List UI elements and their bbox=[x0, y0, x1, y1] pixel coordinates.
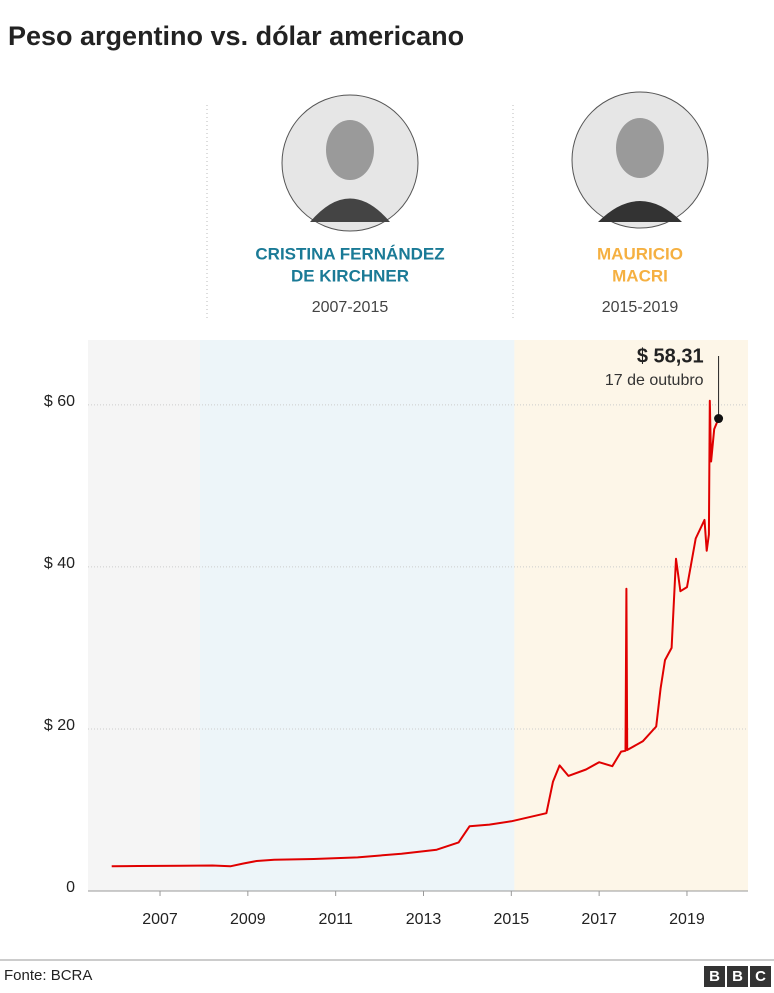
x-tick-label: 2019 bbox=[669, 911, 705, 928]
annotation-label: $ 58,31 bbox=[637, 345, 704, 367]
period-name: CRISTINA FERNÁNDEZ bbox=[255, 244, 444, 263]
portrait bbox=[281, 94, 419, 232]
x-tick-label: 2013 bbox=[406, 911, 442, 928]
logo-letter: C bbox=[755, 968, 766, 985]
data-line bbox=[111, 399, 720, 868]
period-band bbox=[199, 340, 515, 891]
portrait bbox=[571, 91, 709, 229]
logo-letter: B bbox=[709, 968, 720, 985]
period-name: MACRI bbox=[612, 266, 668, 285]
x-tick-label: 2009 bbox=[230, 911, 266, 928]
annotation-dot bbox=[714, 414, 724, 424]
y-tick-label: $ 20 bbox=[44, 717, 75, 734]
logo-block bbox=[750, 966, 771, 987]
x-tick-label: 2017 bbox=[581, 911, 617, 928]
period-name: MAURICIO bbox=[597, 244, 683, 263]
logo-block bbox=[704, 966, 725, 987]
period-years: 2015-2019 bbox=[602, 299, 679, 316]
logo-block bbox=[727, 966, 748, 987]
y-tick-label: 0 bbox=[66, 879, 75, 896]
x-tick-label: 2011 bbox=[318, 911, 353, 928]
x-tick-label: 2015 bbox=[494, 911, 530, 928]
annotation-text: 17 de outubro bbox=[605, 372, 704, 389]
logo-letter: B bbox=[732, 968, 743, 985]
period-years: 2007-2015 bbox=[312, 299, 389, 316]
chart-title: Peso argentino vs. dólar americano bbox=[8, 21, 464, 51]
period-name: DE KIRCHNER bbox=[291, 266, 409, 285]
period-band bbox=[514, 340, 748, 891]
y-tick-label: $ 40 bbox=[44, 555, 75, 572]
source: Fonte: BCRA bbox=[4, 967, 92, 984]
x-tick-label: 2007 bbox=[142, 911, 178, 928]
y-tick-label: $ 60 bbox=[44, 393, 75, 410]
